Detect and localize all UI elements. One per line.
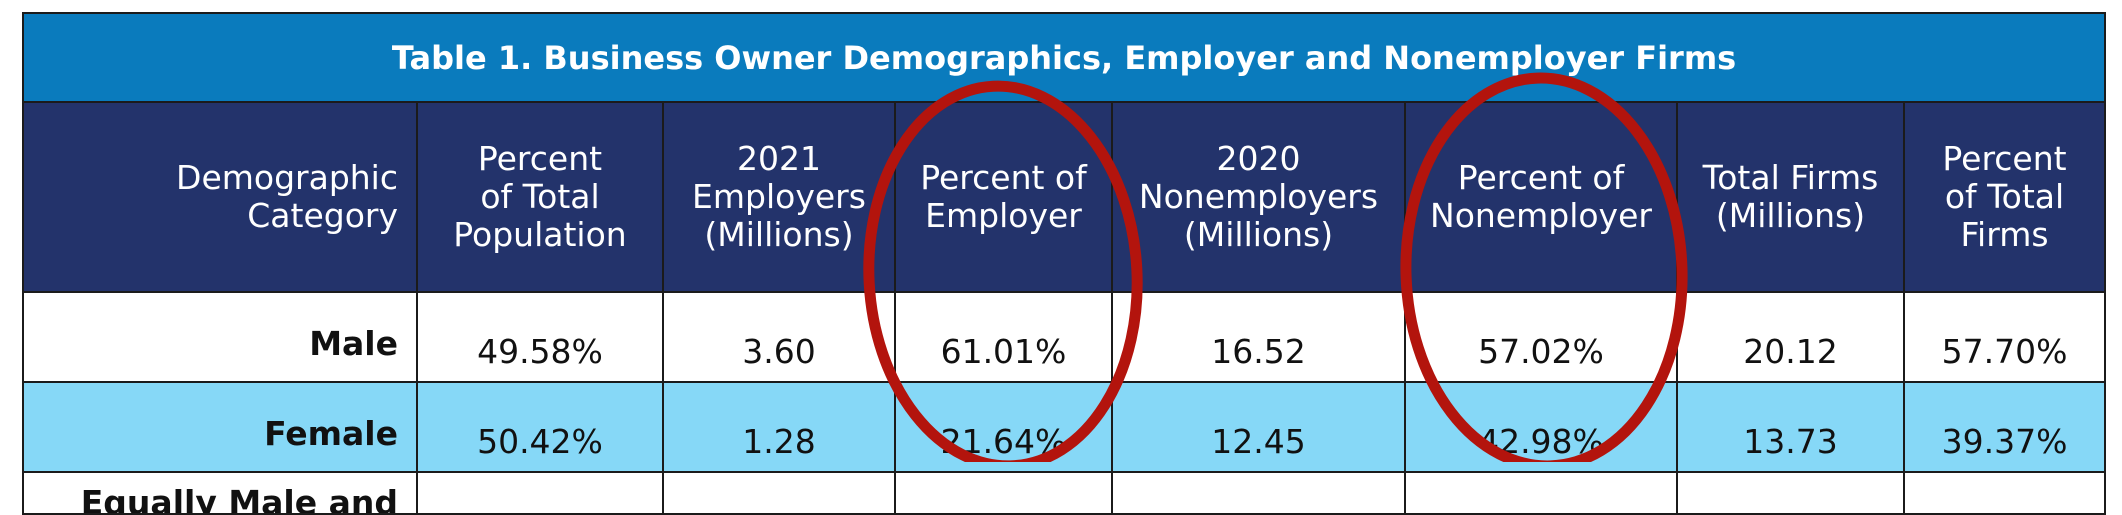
row-label: Female — [22, 381, 418, 473]
cell-percent-population: 49.58% — [416, 291, 664, 383]
cell-employers: 1.28 — [662, 381, 896, 473]
cell-employers: 3.60 — [662, 291, 896, 383]
table-title: Table 1. Business Owner Demographics, Em… — [21, 12, 2107, 103]
cell-percent-employer: 61.01% — [894, 291, 1113, 383]
partial-row-text: Equally Male and — [80, 483, 398, 514]
cell-percent-employer: 21.64% — [894, 381, 1113, 473]
row-label: Male — [22, 291, 418, 383]
header-percent-employer: Percent of Employer — [894, 101, 1113, 293]
header-percent-total-firms: Percent of Total Firms — [1902, 101, 2107, 293]
cell-total-firms: 13.73 — [1676, 381, 1905, 473]
header-demographic-category: Demographic Category — [22, 101, 418, 293]
header-row: Demographic Category Percent of Total Popul… — [22, 101, 2107, 293]
header-total-firms: Total Firms (Millions) — [1676, 101, 1905, 293]
cell-total-firms: 20.12 — [1676, 291, 1905, 383]
cell-nonemployers: 12.45 — [1111, 381, 1406, 473]
header-2021-employers: 2021 Employers (Millions) — [662, 101, 896, 293]
table-row-female: Female 50.42% 1.28 21.64% 12.45 42.98% 1… — [22, 381, 2107, 473]
cell-nonemployers: 16.52 — [1111, 291, 1406, 383]
table-row-male: Male 49.58% 3.60 61.01% 16.52 57.02% 20.… — [22, 291, 2107, 383]
cell-percent-nonemployer: 57.02% — [1404, 291, 1678, 383]
row-label-partial: Equally Male and — [22, 471, 418, 515]
table-row-partial: Equally Male and — [22, 471, 2107, 515]
header-2020-nonemployers: 2020 Nonemployers (Millions) — [1111, 101, 1406, 293]
cell-percent-total-firms: 57.70% — [1902, 291, 2107, 383]
header-percent-nonemployer: Percent of Nonemployer — [1404, 101, 1678, 293]
cell-percent-population: 50.42% — [416, 381, 664, 473]
cell-percent-total-firms: 39.37% — [1902, 381, 2107, 473]
cell-percent-nonemployer: 42.98% — [1404, 381, 1678, 473]
header-percent-total-population: Percent of Total Population — [416, 101, 664, 293]
demographics-table: Table 1. Business Owner Demographics, Em… — [21, 12, 2107, 515]
